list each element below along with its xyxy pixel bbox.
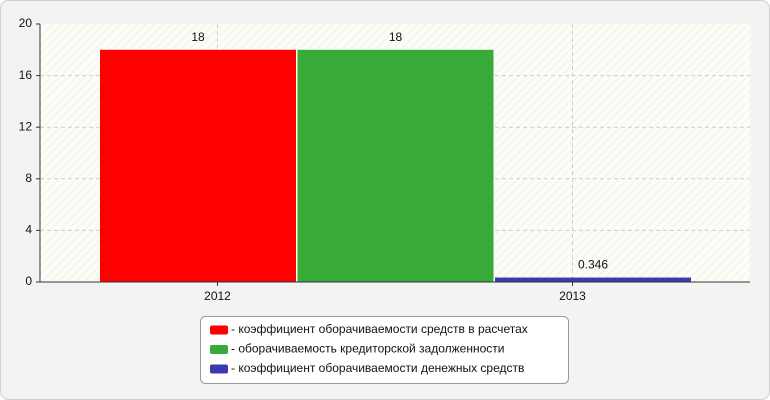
- y-tick-label: 16: [19, 68, 33, 82]
- legend-swatch: [210, 325, 228, 335]
- data-label: 18: [191, 30, 205, 44]
- y-tick-label: 20: [19, 16, 33, 30]
- data-label: 18: [389, 30, 403, 44]
- bar: [297, 49, 494, 282]
- legend-label: - коэффициент оборачиваемости денежных с…: [231, 361, 524, 375]
- y-tick-label: 4: [25, 223, 32, 237]
- legend: [200, 316, 569, 384]
- legend-label: - коэффициент оборачиваемости средств в …: [231, 322, 528, 336]
- y-tick-label: 8: [25, 171, 32, 185]
- data-label: 0.346: [578, 258, 608, 272]
- bar: [100, 49, 296, 282]
- y-tick-label: 12: [19, 119, 33, 133]
- bar: [495, 277, 691, 282]
- legend-swatch: [210, 364, 228, 374]
- y-tick-label: 0: [25, 274, 32, 288]
- x-tick-label: 2012: [204, 289, 231, 303]
- legend-label: - оборачиваемость кредиторской задолженн…: [231, 342, 504, 356]
- x-tick-label: 2013: [559, 289, 586, 303]
- legend-swatch: [210, 345, 228, 354]
